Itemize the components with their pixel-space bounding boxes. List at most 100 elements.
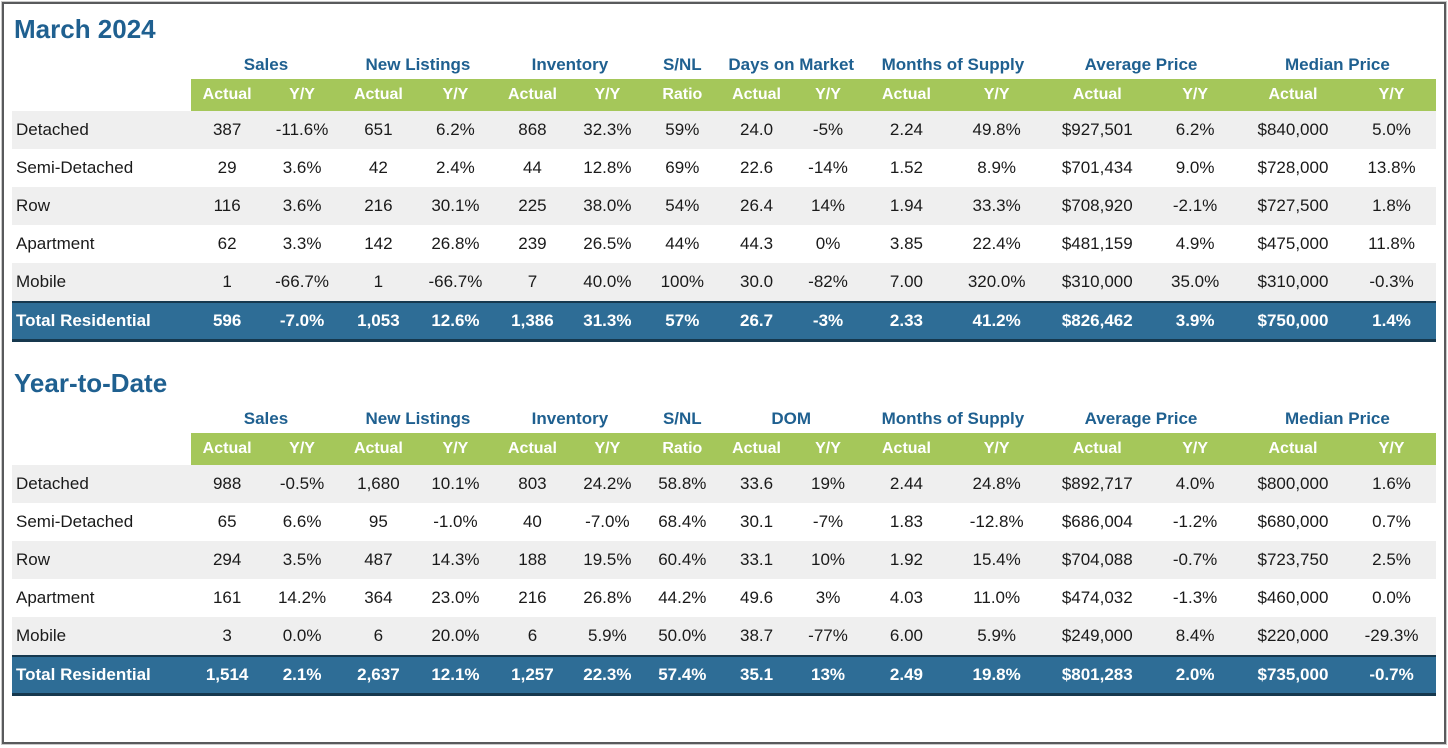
- cell: -5%: [812, 120, 844, 139]
- table-row: Mobile 1 -66.7% 1 -66.7% 7 40.0% 100% 30.0 -82% 7.…: [12, 263, 1436, 302]
- row-label: Row: [16, 550, 51, 569]
- cell: 22.4%: [972, 234, 1021, 253]
- cell: $840,000: [1257, 120, 1329, 139]
- cell: 1,680: [357, 474, 400, 493]
- column-subheader: Y/Y: [950, 79, 1044, 111]
- column-subheader: Y/Y: [950, 433, 1044, 465]
- column-subheader: Y/Y: [1347, 433, 1436, 465]
- cell: 23.0%: [431, 588, 480, 607]
- section-title: March 2024: [14, 14, 156, 44]
- cell: 42: [368, 158, 388, 177]
- cell: -1.2%: [1172, 512, 1218, 531]
- cell: 30.1: [740, 512, 774, 531]
- cell: 65: [217, 512, 237, 531]
- cell: $474,032: [1061, 588, 1133, 607]
- cell: 1.6%: [1372, 474, 1411, 493]
- column-subheader: Actual: [494, 433, 570, 465]
- cell: 6: [527, 626, 538, 645]
- cell: 30.0: [740, 272, 774, 291]
- cell: 1.8%: [1372, 196, 1411, 215]
- cell: 10%: [811, 550, 846, 569]
- table-row: Semi-Detached 65 6.6% 95 -1.0% 40 -7.0% 68.4% 30…: [12, 503, 1436, 541]
- table-section-month: March 2024 Sales New Listings Inventory S/NL…: [12, 14, 1436, 342]
- column-group-header: S/NL: [644, 47, 720, 79]
- cell: -82%: [808, 272, 848, 291]
- cell: 12.8%: [583, 158, 632, 177]
- column-group-header: Inventory: [494, 47, 645, 79]
- cell: 68.4%: [658, 512, 707, 531]
- table-row: Row 116 3.6% 216 30.1% 225 38.0% 54% 26.4 14% 1.94…: [12, 187, 1436, 225]
- total-cell: 19.8%: [950, 655, 1044, 696]
- cell: $704,088: [1061, 550, 1133, 569]
- cell: 320.0%: [967, 272, 1026, 291]
- cell: 0.7%: [1372, 512, 1411, 531]
- cell: $727,500: [1257, 196, 1329, 215]
- cell: 5.0%: [1372, 120, 1411, 139]
- cell: 14.3%: [431, 550, 480, 569]
- row-label: Apartment: [16, 588, 95, 607]
- column-subheader: Y/Y: [793, 433, 863, 465]
- stats-table: Sales New Listings Inventory S/NL Days on Ma…: [12, 47, 1436, 342]
- cell: -2.1%: [1172, 196, 1218, 215]
- cell: 14%: [811, 196, 846, 215]
- cell: 4.0%: [1175, 474, 1215, 493]
- cell: $680,000: [1257, 512, 1329, 531]
- cell: 40: [522, 512, 542, 531]
- column-subheader: Actual: [1238, 79, 1348, 111]
- cell: 19.5%: [583, 550, 632, 569]
- cell: 10.1%: [431, 474, 480, 493]
- cell: 50.0%: [658, 626, 707, 645]
- total-row: Total Residential 1,514 2.1% 2,637 12.1% 1,25…: [12, 655, 1436, 696]
- cell: 0.0%: [282, 626, 322, 645]
- total-cell: 31.3%: [569, 301, 645, 342]
- total-cell: 1,514: [191, 655, 264, 696]
- column-group-header: Sales: [191, 401, 341, 433]
- total-cell: 3.9%: [1151, 301, 1239, 342]
- cell: 38.0%: [583, 196, 632, 215]
- cell: $927,501: [1061, 120, 1133, 139]
- cell: $708,920: [1061, 196, 1133, 215]
- column-group-header: Months of Supply: [862, 47, 1044, 79]
- row-label: Detached: [16, 474, 89, 493]
- total-cell: 57.4%: [644, 655, 720, 696]
- total-cell: -7.0%: [263, 301, 341, 342]
- column-subheader: Y/Y: [793, 79, 863, 111]
- cell: -29.3%: [1364, 626, 1419, 645]
- total-cell: 12.6%: [415, 301, 495, 342]
- cell: -0.7%: [1172, 550, 1218, 569]
- cell: 60.4%: [658, 550, 707, 569]
- cell: -1.0%: [433, 512, 478, 531]
- column-subheader: Y/Y: [415, 433, 495, 465]
- cell: 15.4%: [972, 550, 1021, 569]
- cell: 1: [373, 272, 384, 291]
- total-cell: 1,257: [494, 655, 570, 696]
- column-subheader: Actual: [862, 433, 951, 465]
- cell: 6.6%: [282, 512, 322, 531]
- cell: -66.7%: [428, 272, 483, 291]
- cell: 33.3%: [972, 196, 1021, 215]
- table-row: Apartment 62 3.3% 142 26.8% 239 26.5% 44% 44.3 0%…: [12, 225, 1436, 263]
- column-subheader: Y/Y: [263, 79, 341, 111]
- report-body: March 2024 Sales New Listings Inventory S/NL…: [12, 14, 1436, 696]
- cell: $892,717: [1061, 474, 1133, 493]
- total-cell: -3%: [793, 301, 863, 342]
- column-group-header: Sales: [191, 47, 341, 79]
- cell: 4.9%: [1175, 234, 1215, 253]
- column-group-header: S/NL: [644, 401, 720, 433]
- cell: 33.1: [740, 550, 774, 569]
- column-subheader: Y/Y: [1347, 79, 1436, 111]
- total-cell: 2.33: [862, 301, 951, 342]
- cell: $310,000: [1257, 272, 1329, 291]
- total-cell: 1,053: [340, 301, 416, 342]
- cell: -7%: [812, 512, 844, 531]
- group-header-spacer: [12, 401, 192, 433]
- total-cell: 13%: [793, 655, 863, 696]
- cell: -12.8%: [969, 512, 1024, 531]
- stats-table: Sales New Listings Inventory S/NL DOM Months …: [12, 401, 1436, 696]
- row-label: Semi-Detached: [16, 512, 134, 531]
- group-header-spacer: [12, 47, 192, 79]
- cell: 1.92: [889, 550, 923, 569]
- cell: 364: [364, 588, 393, 607]
- cell: 6: [373, 626, 384, 645]
- total-cell: $801,283: [1043, 655, 1152, 696]
